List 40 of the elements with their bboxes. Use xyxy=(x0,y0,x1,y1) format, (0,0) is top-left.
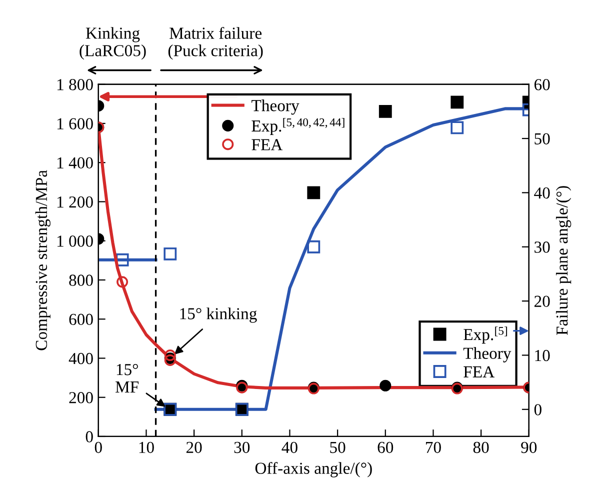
legend-label: FEA xyxy=(252,139,283,150)
annotation: 15° MF xyxy=(116,364,139,392)
text: Kinking (LaRC05) xyxy=(80,27,146,60)
legend-label: Theory xyxy=(252,100,300,115)
y-tick-label: 200 xyxy=(69,392,93,404)
legend-label: Exp.$^{[5,40,42,44]}$ xyxy=(252,118,344,136)
x-tick-label: 60 xyxy=(378,442,394,454)
x-tick-label: 20 xyxy=(186,442,202,454)
annotation: 15° kinking xyxy=(180,308,257,323)
y2-tick-label: 30 xyxy=(534,242,550,253)
y-tick-label: 400 xyxy=(68,352,93,364)
y2-tick-label: 10 xyxy=(535,350,550,362)
y2-tick-label: 60 xyxy=(534,79,550,90)
y2-tick-label: 0 xyxy=(534,404,542,416)
y2-tick-label: 20 xyxy=(534,296,550,307)
y2-tick-label: 40 xyxy=(534,187,550,199)
y-tick-label: 1 800 xyxy=(58,79,93,90)
y-tick-label: 1 400 xyxy=(58,157,93,169)
legend-label: Theory xyxy=(463,347,512,362)
x-tick-label: 80 xyxy=(473,442,489,454)
text: Matrix failure (Puck criteria) xyxy=(168,26,263,60)
y-axis-title: Compressive strength/MPa xyxy=(35,170,50,350)
x-tick-label: 70 xyxy=(426,442,441,454)
x-tick-label: 0 xyxy=(94,442,102,454)
y-tick-label: 0 xyxy=(86,431,93,442)
y-tick-label: 1 600 xyxy=(58,118,93,130)
x-tick-label: 90 xyxy=(521,442,537,454)
y-tick-label: 600 xyxy=(69,314,93,326)
x-tick-label: 10 xyxy=(139,442,154,454)
x-tick-label: 40 xyxy=(282,442,298,454)
legend-label: Exp.$^{[5]}$ xyxy=(464,326,508,344)
y2-axis-title: Failure plane angle/(°) xyxy=(556,186,572,335)
x-tick-label: 30 xyxy=(234,442,250,454)
y-tick-label: 800 xyxy=(69,274,93,286)
y-tick-label: 1 200 xyxy=(58,196,93,208)
y-tick-label: 1 000 xyxy=(58,236,93,247)
y2-tick-label: 50 xyxy=(534,133,550,144)
x-axis-title: Off-axis angle/(°) xyxy=(255,462,372,478)
legend-label: FEA xyxy=(464,366,494,378)
x-tick-label: 50 xyxy=(330,442,346,454)
